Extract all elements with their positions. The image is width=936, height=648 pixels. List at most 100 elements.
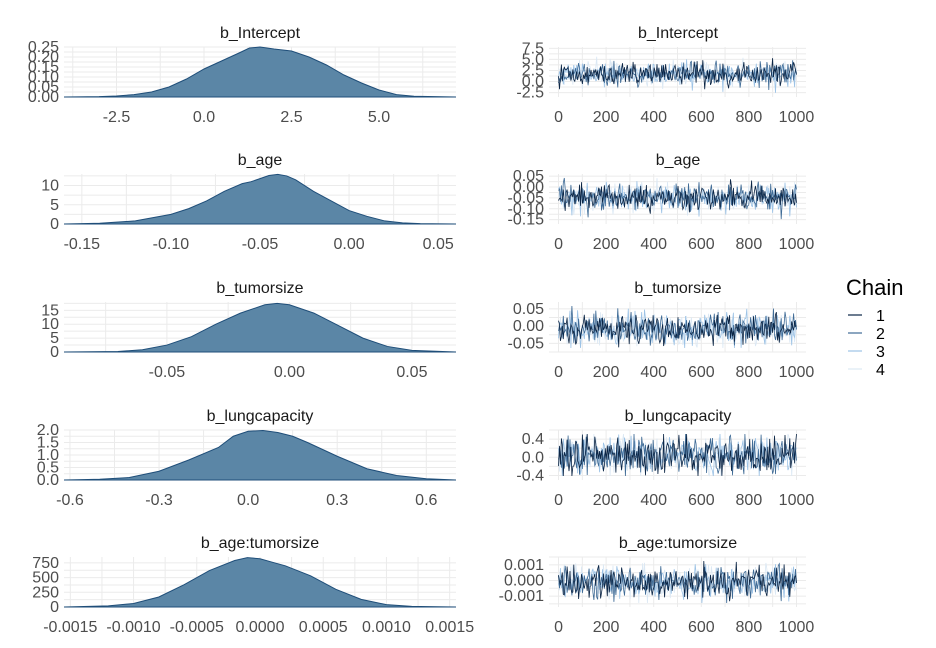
x-tick-label: 5.0: [368, 109, 390, 126]
x-tick-label: 1000: [779, 109, 815, 126]
y-tick-label: 2.5: [522, 62, 544, 79]
y-tick-label: -2.5: [516, 85, 544, 102]
trace-chain-1: [558, 312, 797, 348]
density-area: [63, 557, 457, 608]
x-tick-label: 400: [640, 109, 667, 126]
x-tick-label: -0.05: [149, 364, 186, 381]
x-tick-label: 200: [593, 236, 620, 253]
legend-label-3: 3: [876, 344, 885, 361]
y-tick-label: -0.10: [508, 201, 545, 218]
panel-0: b_Intercept 0.000.050.100.150.200.25 -2.5 0…: [28, 25, 457, 126]
y-tick-label: 0.20: [28, 49, 59, 66]
trace-chain-1: [558, 560, 797, 602]
trace-lines: [558, 560, 797, 604]
x-tick-label: 800: [736, 236, 763, 253]
x-tick-label: 1000: [779, 236, 815, 253]
panel-title: b_tumorsize: [216, 280, 303, 297]
panel-7: b_lungcapacity -0.40.00.4 0 200 400 600 800 100…: [516, 408, 814, 509]
x-tick-label: 0.0000: [236, 619, 285, 636]
y-tick-label: 750: [32, 555, 59, 572]
x-tick-label: 600: [688, 236, 715, 253]
y-tick-label: 0: [50, 344, 59, 361]
x-tick-label: -0.0015: [43, 619, 97, 636]
legend-label-1: 1: [876, 308, 885, 325]
x-tick-label: 800: [736, 492, 763, 509]
y-tick-label: 10: [41, 316, 59, 333]
density-area: [63, 46, 457, 98]
x-tick-label: 200: [593, 619, 620, 636]
trace-lines: [558, 433, 797, 477]
y-tick-label: 0.10: [28, 69, 59, 86]
panel-title: b_Intercept: [638, 25, 719, 42]
x-tick-label: 800: [736, 109, 763, 126]
x-tick-label: 400: [640, 492, 667, 509]
y-tick-label: 0.000: [504, 572, 544, 589]
panel-title: b_tumorsize: [634, 280, 721, 297]
y-tick-label: 5: [50, 330, 59, 347]
x-tick-label: 0.0005: [299, 619, 348, 636]
x-tick-label: 1000: [779, 492, 815, 509]
x-tick-label: 800: [736, 619, 763, 636]
legend-title: Chain: [846, 275, 903, 300]
y-tick-label: 0.5: [37, 460, 59, 477]
y-tick-label: 500: [32, 570, 59, 587]
y-tick-label: 5: [50, 197, 59, 214]
x-tick-label: 1000: [779, 619, 815, 636]
density-area: [63, 302, 457, 353]
y-tick-label: -0.15: [508, 212, 545, 229]
y-tick-label: 0.00: [513, 318, 544, 335]
x-tick-label: 0.0: [193, 109, 215, 126]
x-tick-label: 0: [554, 492, 563, 509]
x-tick-label: 0: [554, 364, 563, 381]
panel-1: b_Intercept -2.50.02.55.07.5 0 200 400 600 800…: [516, 25, 814, 126]
x-tick-label: -0.0005: [170, 619, 224, 636]
trace-chain-1: [558, 179, 797, 214]
x-tick-label: 400: [640, 619, 667, 636]
x-tick-label: -0.6: [56, 492, 84, 509]
x-tick-label: 0.00: [334, 236, 365, 253]
x-tick-label: 200: [593, 364, 620, 381]
y-tick-label: 7.5: [522, 40, 544, 57]
x-tick-label: -0.05: [242, 236, 279, 253]
x-tick-label: 0.3: [326, 492, 348, 509]
panel-title: b_age: [656, 152, 701, 169]
legend-label-4: 4: [876, 362, 885, 379]
y-tick-label: 0.0: [522, 74, 544, 91]
y-tick-label: 0.15: [28, 59, 59, 76]
y-tick-label: 0.00: [513, 179, 544, 196]
y-tick-label: -0.05: [508, 190, 545, 207]
legend-label-2: 2: [876, 326, 885, 343]
y-tick-label: 0: [50, 599, 59, 616]
y-tick-label: 250: [32, 584, 59, 601]
x-tick-label: 600: [688, 619, 715, 636]
x-tick-label: 400: [640, 364, 667, 381]
x-tick-label: 2.5: [280, 109, 302, 126]
trace-lines: [558, 305, 797, 349]
x-tick-label: -0.3: [145, 492, 173, 509]
panel-title: b_Intercept: [220, 25, 301, 42]
trace-lines: [558, 56, 797, 93]
density-area: [63, 173, 457, 225]
x-tick-label: 800: [736, 364, 763, 381]
y-tick-label: -0.4: [516, 467, 544, 484]
y-tick-label: 0: [50, 216, 59, 233]
x-tick-label: 600: [688, 492, 715, 509]
x-tick-label: 0.00: [274, 364, 305, 381]
x-tick-label: 600: [688, 109, 715, 126]
x-tick-label: 0: [554, 619, 563, 636]
y-tick-label: -0.05: [508, 335, 545, 352]
y-tick-label: -0.001: [499, 588, 544, 605]
x-tick-label: -0.15: [64, 236, 101, 253]
x-tick-label: 0.0015: [425, 619, 474, 636]
panel-2: b_age 0 5 10 -0.15 -0.10 -0.05 0.00 0.05: [41, 152, 457, 253]
panel-title: b_age:tumorsize: [201, 535, 319, 552]
y-tick-label: 0.05: [513, 168, 544, 185]
x-tick-label: -0.10: [153, 236, 190, 253]
y-tick-label: 0.001: [504, 557, 544, 574]
y-tick-label: 10: [41, 178, 59, 195]
trace-chain-1: [558, 58, 797, 90]
panel-5: b_tumorsize -0.050.000.05 0 200 400 600 800 100…: [508, 280, 815, 381]
